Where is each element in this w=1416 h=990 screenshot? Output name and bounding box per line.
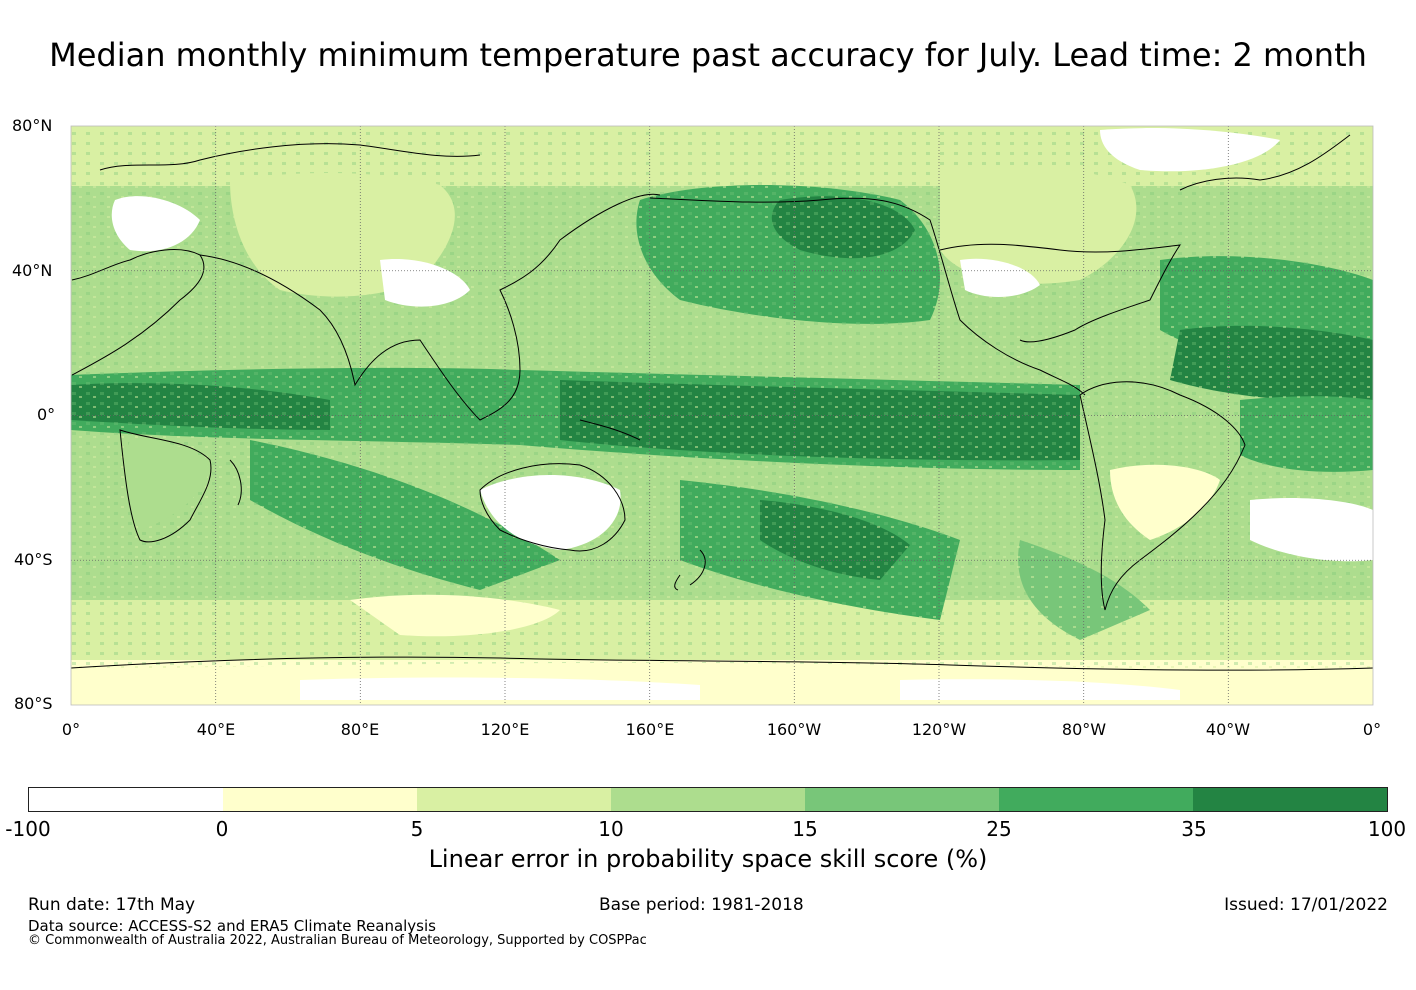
lat-label: 0°	[37, 405, 56, 424]
colorbar-tick: 35	[1181, 817, 1207, 841]
lon-label: 160°E	[625, 720, 675, 739]
lon-label: 40°E	[196, 720, 236, 739]
lon-label: 80°W	[1061, 720, 1107, 739]
lon-label: 120°W	[911, 720, 967, 739]
colorbar-segment	[611, 788, 805, 811]
base-period: Base period: 1981-2018	[599, 895, 804, 915]
colorbar	[28, 787, 1388, 812]
skill-score-map	[70, 125, 1374, 706]
lon-label: 0°	[1362, 720, 1382, 739]
map-frame	[70, 125, 1374, 706]
lon-label: 0°	[61, 720, 81, 739]
lon-label: 160°W	[766, 720, 822, 739]
colorbar-segment	[999, 788, 1193, 811]
colorbar-label: Linear error in probability space skill …	[428, 845, 988, 873]
lat-label: 80°S	[14, 694, 53, 713]
map-title: Median monthly minimum temperature past …	[49, 36, 1367, 74]
lon-label: 80°E	[340, 720, 380, 739]
colorbar-segment	[223, 788, 417, 811]
lat-label: 80°N	[12, 116, 53, 135]
issued-date: Issued: 17/01/2022	[1224, 895, 1388, 915]
colorbar-tick: 5	[410, 817, 424, 841]
graticule	[71, 126, 1373, 705]
lon-label: 120°E	[480, 720, 530, 739]
copyright: © Commonwealth of Australia 2022, Austra…	[28, 933, 647, 948]
coastlines	[71, 134, 1373, 671]
data-source: Data source: ACCESS-S2 and ERA5 Climate …	[28, 917, 436, 935]
run-date: Run date: 17th May	[28, 895, 196, 915]
colorbar-segment	[417, 788, 611, 811]
colorbar-segment	[805, 788, 999, 811]
colorbar-tick: -100	[5, 817, 51, 841]
lat-label: 40°N	[12, 261, 53, 280]
colorbar-tick: 100	[1367, 817, 1407, 841]
lat-label: 40°S	[14, 550, 53, 569]
colorbar-tick: 25	[986, 817, 1012, 841]
colorbar-tick: 15	[792, 817, 818, 841]
colorbar-tick: 0	[215, 817, 229, 841]
lon-label: 40°W	[1205, 720, 1251, 739]
colorbar-segment	[29, 788, 223, 811]
colorbar-segment	[1193, 788, 1387, 811]
colorbar-tick: 10	[598, 817, 624, 841]
